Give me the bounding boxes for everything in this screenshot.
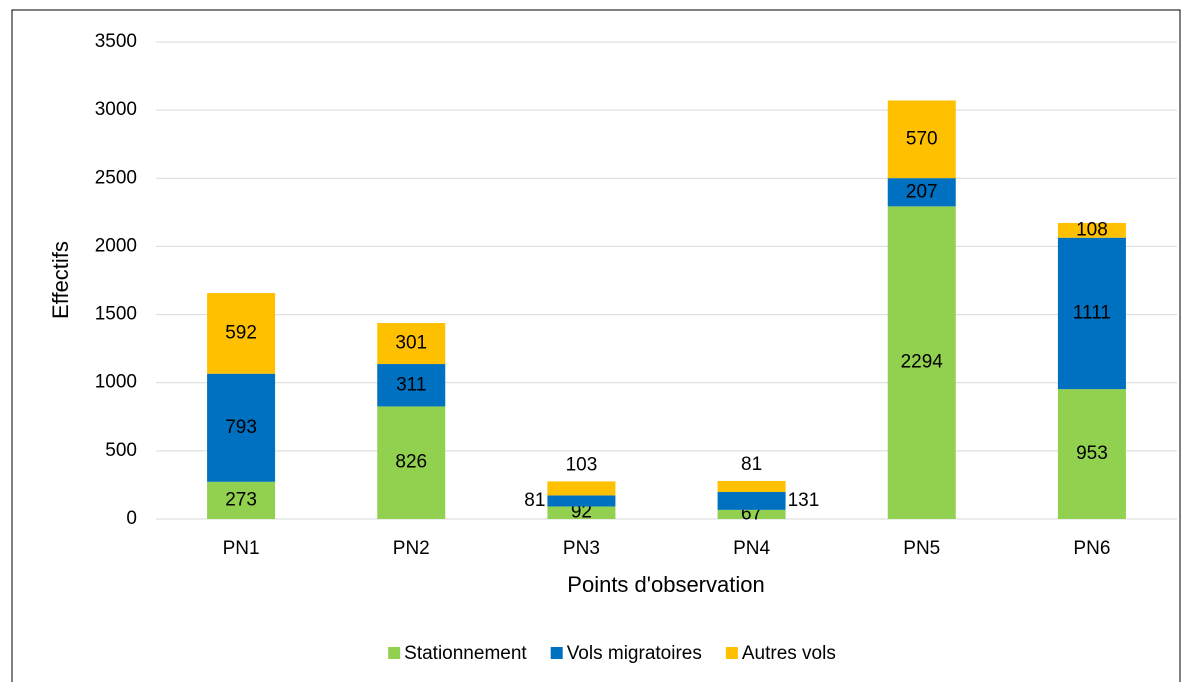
chart-border — [11, 9, 1181, 687]
data-label: 2294 — [901, 352, 944, 373]
legend-label: Vols migratoires — [567, 643, 702, 664]
bar-segment — [1057, 222, 1126, 238]
legend-swatch — [388, 647, 401, 659]
data-label: 793 — [225, 417, 257, 438]
data-label: 570 — [906, 128, 938, 149]
data-label: 92 — [571, 502, 592, 523]
bar-segment — [717, 509, 786, 519]
bar-segment — [717, 492, 786, 510]
data-label: 108 — [1076, 219, 1108, 240]
bar-segment — [547, 506, 616, 519]
data-label: 953 — [1076, 443, 1108, 464]
bar-segment — [377, 406, 446, 519]
bar-segment — [547, 495, 616, 507]
x-axis-title: Points d'observation — [567, 572, 764, 597]
bar-segment — [1057, 237, 1126, 390]
x-tick-label: PN6 — [1073, 538, 1110, 559]
x-tick-label: PN3 — [563, 538, 600, 559]
bar-segment — [887, 178, 956, 207]
legend-swatch — [550, 647, 563, 659]
data-label: 311 — [396, 374, 426, 395]
bar-segment — [207, 481, 276, 519]
x-tick-label: PN4 — [733, 538, 770, 559]
data-label: 131 — [788, 490, 820, 511]
bar-segment — [887, 206, 956, 519]
legend-label: Autres vols — [742, 643, 836, 664]
y-tick-label: 1000 — [95, 372, 137, 393]
legend-swatch — [725, 647, 738, 659]
y-tick-label: 500 — [105, 440, 137, 461]
data-label: 207 — [906, 181, 938, 202]
data-label: 301 — [395, 333, 427, 354]
bar-segment — [887, 100, 956, 179]
data-label: 1111 — [1073, 302, 1111, 323]
y-tick-label: 2500 — [95, 167, 137, 188]
x-tick-label: PN5 — [903, 538, 940, 559]
x-tick-label: PN2 — [393, 538, 430, 559]
bar-segment — [717, 480, 786, 493]
y-tick-label: 3500 — [95, 31, 137, 52]
y-tick-label: 2000 — [95, 235, 137, 256]
bar-segment — [377, 364, 446, 407]
y-tick-label: 1500 — [95, 304, 137, 325]
bar-segment — [377, 323, 446, 365]
y-tick-label: 0 — [126, 508, 137, 529]
x-tick-label: PN1 — [223, 538, 260, 559]
bar-segment — [207, 293, 276, 374]
y-tick-label: 3000 — [95, 99, 137, 120]
bar-segment — [547, 481, 616, 496]
data-label: 592 — [225, 322, 257, 343]
bar-segment — [1057, 389, 1126, 519]
y-axis-title: Effectifs — [48, 241, 73, 319]
data-label: 103 — [566, 454, 598, 475]
data-label: 81 — [524, 490, 545, 511]
data-label: 273 — [225, 489, 257, 510]
bar-segment — [207, 373, 276, 482]
data-label: 81 — [741, 454, 762, 475]
legend-label: Stationnement — [404, 643, 527, 664]
data-label: 826 — [395, 452, 427, 473]
